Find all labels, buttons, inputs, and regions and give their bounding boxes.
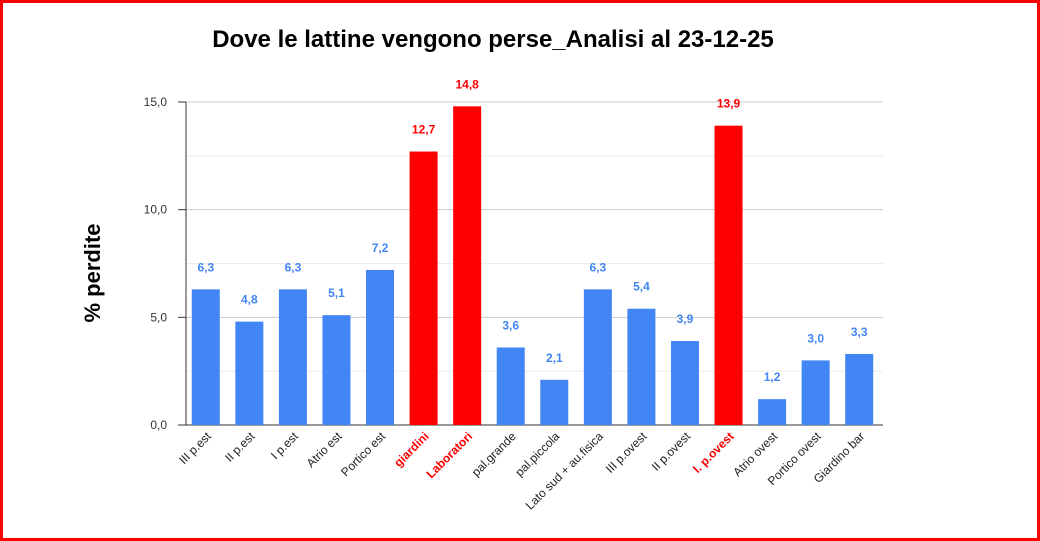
data-label: 13,9 — [717, 97, 741, 111]
bar — [278, 289, 307, 425]
data-label: 6,3 — [197, 260, 214, 274]
y-axis-title: % perdite — [80, 223, 105, 322]
x-tick-label: III p.est — [176, 429, 214, 467]
data-label: 2,1 — [546, 351, 563, 365]
bar — [670, 341, 699, 425]
x-tick-label: II p.ovest — [649, 429, 694, 474]
data-label: 6,3 — [590, 260, 607, 274]
bar — [409, 151, 438, 425]
bar — [583, 289, 612, 425]
x-tick-label: giardini — [391, 429, 432, 470]
data-label: 3,3 — [851, 325, 868, 339]
x-tick-label: Lato sud + au.fisica — [523, 429, 606, 512]
y-tick-label: 15,0 — [144, 95, 168, 109]
x-tick-label: pal.grande — [469, 429, 519, 479]
data-label: 4,8 — [241, 293, 258, 307]
data-label: 7,2 — [372, 241, 389, 255]
data-label: 6,3 — [285, 260, 302, 274]
y-tick-label: 5,0 — [150, 310, 167, 324]
data-label: 5,1 — [328, 286, 345, 300]
bar — [322, 315, 351, 425]
bar — [627, 308, 656, 425]
bar — [801, 360, 830, 425]
bar — [235, 321, 264, 425]
bar-chart: Dove le lattine vengono perse_Analisi al… — [80, 26, 883, 512]
chart-title: Dove le lattine vengono perse_Analisi al… — [212, 26, 774, 53]
bar — [540, 379, 569, 425]
data-label: 5,4 — [633, 280, 650, 294]
bar — [496, 347, 525, 425]
x-tick-label: I p.est — [268, 429, 301, 462]
x-tick-label: Atrio est — [304, 429, 345, 470]
bar — [366, 269, 395, 425]
bar — [191, 289, 220, 425]
x-tick-label: Portico est — [338, 429, 388, 479]
x-tick-label: II p.est — [222, 429, 258, 465]
data-label: 3,0 — [807, 331, 824, 345]
data-label: 3,6 — [502, 318, 519, 332]
x-tick-label: III p.ovest — [603, 429, 650, 476]
y-tick-label: 0,0 — [150, 418, 167, 432]
bar — [453, 106, 482, 425]
bar — [714, 125, 743, 425]
bar — [758, 399, 787, 425]
x-tick-label: Laboratori — [423, 429, 475, 481]
data-label: 14,8 — [455, 77, 479, 91]
y-tick-label: 10,0 — [144, 203, 168, 217]
data-label: 12,7 — [412, 123, 436, 137]
data-label: 3,9 — [677, 312, 694, 326]
data-label: 1,2 — [764, 370, 781, 384]
bar — [845, 353, 874, 425]
